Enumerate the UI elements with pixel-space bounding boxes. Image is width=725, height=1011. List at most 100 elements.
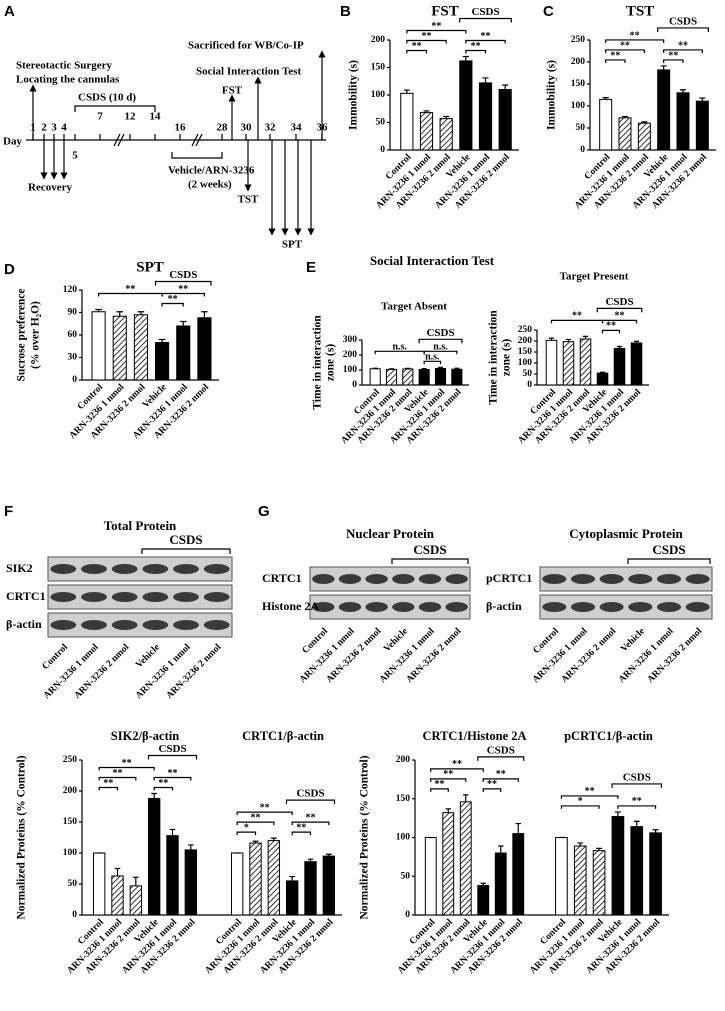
y-tick-label: 300: [343, 335, 358, 345]
y-tick-label: 90: [68, 308, 78, 318]
bar: [419, 112, 434, 151]
blot-band: [203, 620, 230, 630]
error-bar: [325, 853, 332, 857]
significance-label: **: [606, 321, 616, 332]
blot-band: [628, 602, 653, 612]
y-tick-label: 250: [63, 755, 78, 765]
y-tick-label: 0: [72, 375, 77, 385]
blot-band: [570, 602, 596, 612]
group-bracket: [657, 27, 709, 32]
bar: [111, 875, 124, 916]
blot-band: [111, 564, 138, 574]
blot-category-label: ARN-3236 1 nmol: [42, 642, 101, 701]
significance-label: **: [496, 769, 506, 780]
bar: [498, 89, 512, 151]
error-bar: [480, 882, 486, 886]
significance-label: **: [585, 786, 595, 797]
bar: [442, 812, 455, 916]
blot-title: Cytoplasmic Protein: [569, 526, 683, 541]
error-bar: [641, 121, 648, 124]
bar: [400, 92, 414, 151]
y-tick-label: 100: [371, 90, 386, 100]
blot-title: Nuclear Protein: [346, 526, 435, 541]
blot-band: [599, 574, 624, 584]
bar: [434, 368, 447, 386]
group-label: CSDS: [669, 15, 697, 27]
bar: [596, 372, 609, 386]
y-axis-label: Time in interaction: [488, 310, 500, 405]
y-tick-label: 100: [518, 358, 533, 368]
error-bar: [95, 308, 102, 312]
chart-title: Target Absent: [381, 301, 447, 313]
error-bar: [187, 844, 194, 850]
error-bar: [403, 89, 410, 94]
significance-bracket: [482, 778, 519, 782]
panel-label: D: [4, 261, 15, 278]
significance-label: **: [615, 311, 625, 322]
y-tick-label: 50: [401, 871, 411, 881]
bar: [562, 341, 575, 386]
significance-label: **: [443, 769, 453, 780]
bar: [184, 849, 198, 916]
significance-label: n.s.: [425, 352, 440, 363]
bar: [129, 885, 143, 916]
panel-label: G: [258, 503, 270, 520]
significance-label: **: [168, 294, 178, 305]
significance-bracket: [430, 768, 484, 772]
panel-label: B: [340, 3, 351, 20]
bar: [676, 92, 690, 151]
blot-band: [173, 620, 199, 630]
error-bar: [482, 77, 489, 83]
y-tick-label: 0: [72, 910, 77, 920]
error-bar: [614, 811, 621, 817]
group-bracket: [285, 799, 336, 805]
error-bar: [421, 368, 427, 370]
bar: [418, 369, 430, 386]
blot-band: [445, 602, 468, 612]
y-axis-label: Time in interaction: [312, 315, 324, 410]
error-bar: [616, 345, 623, 349]
y-tick-label: 50: [68, 879, 78, 889]
significance-bracket: [430, 788, 449, 792]
chart-title: Target Present: [560, 271, 629, 283]
significance-bracket: [423, 360, 442, 365]
day-label: 3: [51, 122, 57, 134]
error-bar: [151, 792, 158, 799]
y-tick-label: 50: [523, 369, 533, 379]
significance-label: **: [412, 41, 422, 52]
event-label: Stereotactic Surgery: [16, 60, 113, 72]
blot-band: [81, 564, 107, 574]
blot-band: [111, 620, 138, 630]
blot-band: [685, 574, 710, 584]
blot-band: [656, 574, 682, 584]
significance-bracket: [430, 778, 467, 782]
group-bracket: [141, 548, 231, 554]
significance-label: **: [487, 779, 497, 790]
y-tick-label: 120: [63, 285, 78, 295]
error-bar: [179, 320, 187, 326]
error-bar: [602, 97, 609, 100]
bar: [459, 801, 472, 916]
blot-band: [312, 574, 335, 584]
blot-title: Total Protein: [104, 518, 177, 533]
blot-row-label: CRTC1: [6, 589, 46, 603]
bar: [592, 850, 606, 916]
blot-band: [111, 592, 138, 602]
blot-band: [445, 574, 468, 584]
significance-bracket: [406, 49, 428, 54]
panel-label: E: [306, 259, 316, 276]
y-tick-label: 50: [376, 118, 386, 128]
group-bracket: [147, 754, 198, 760]
blot-category-label: Vehicle: [134, 643, 162, 671]
blot-band: [542, 602, 567, 612]
y-tick-label: 200: [518, 336, 533, 346]
blot-band: [81, 592, 107, 602]
error-bar: [582, 335, 589, 340]
error-bar: [680, 89, 686, 93]
bar: [478, 82, 493, 151]
y-tick-label: 0: [405, 910, 410, 920]
blot-band: [628, 574, 653, 584]
bar: [385, 368, 398, 386]
event-label: TST: [238, 194, 259, 206]
error-bar: [577, 842, 584, 847]
